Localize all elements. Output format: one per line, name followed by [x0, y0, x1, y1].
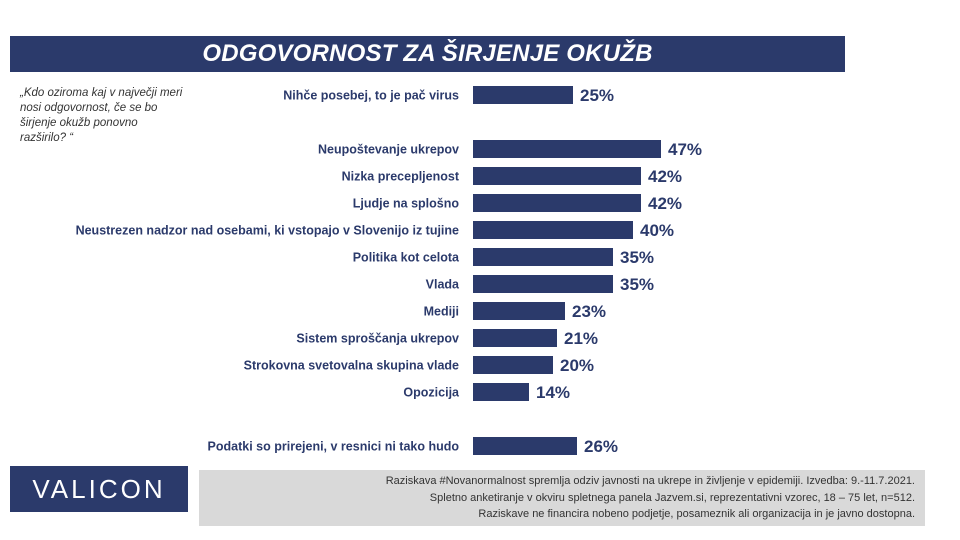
footer-line-2: Spletno anketiranje v okviru spletnega p… [429, 491, 915, 504]
value-label: 25% [580, 86, 614, 105]
bar [473, 140, 661, 158]
footer-note: Raziskava #Novanormalnost spremlja odziv… [199, 470, 925, 526]
category-label: Opozicija [403, 386, 460, 400]
footer-line-3: Raziskave ne financira nobeno podjetje, … [478, 508, 915, 520]
chart-title: ODGOVORNOST ZA ŠIRJENJE OKUŽB [10, 36, 845, 72]
bar [473, 329, 557, 347]
bar [473, 167, 641, 185]
bar [473, 194, 641, 212]
category-label: Vlada [426, 278, 460, 292]
bar [473, 275, 613, 293]
bar [473, 248, 613, 266]
value-label: 26% [584, 437, 618, 456]
category-label: Politika kot celota [353, 251, 460, 265]
category-label: Neustrezen nadzor nad osebami, ki vstopa… [76, 224, 459, 238]
value-label: 47% [668, 140, 702, 159]
footer-line-1: Raziskava #Novanormalnost spremlja odziv… [385, 475, 915, 487]
bar [473, 302, 565, 320]
value-label: 20% [560, 356, 594, 375]
value-label: 42% [648, 194, 682, 213]
value-label: 23% [572, 302, 606, 321]
bar-chart: Nihče posebej, to je pač virus 25% Neupošt… [76, 86, 702, 456]
value-label: 40% [640, 221, 674, 240]
category-label: Strokovna svetovalna skupina vlade [244, 359, 459, 373]
category-label: Podatki so prirejeni, v resnici ni tako … [208, 440, 460, 454]
value-label: 35% [620, 248, 654, 267]
value-label: 14% [536, 383, 570, 402]
bar [473, 437, 577, 455]
bar [473, 86, 573, 104]
category-label: Mediji [424, 305, 459, 319]
survey-question: „Kdo oziroma kaj v največji meri nosi od… [20, 87, 183, 144]
bar [473, 356, 553, 374]
category-label: Nizka precepljenost [342, 170, 460, 184]
value-label: 35% [620, 275, 654, 294]
value-label: 42% [648, 167, 682, 186]
category-label: Sistem sproščanja ukrepov [296, 332, 459, 346]
value-label: 21% [564, 329, 598, 348]
bar [473, 221, 633, 239]
category-label: Neupoštevanje ukrepov [318, 143, 459, 157]
category-label: Ljudje na splošno [353, 197, 460, 211]
category-label: Nihče posebej, to je pač virus [283, 89, 459, 103]
bar [473, 383, 529, 401]
valicon-logo: VALICON [10, 466, 188, 512]
